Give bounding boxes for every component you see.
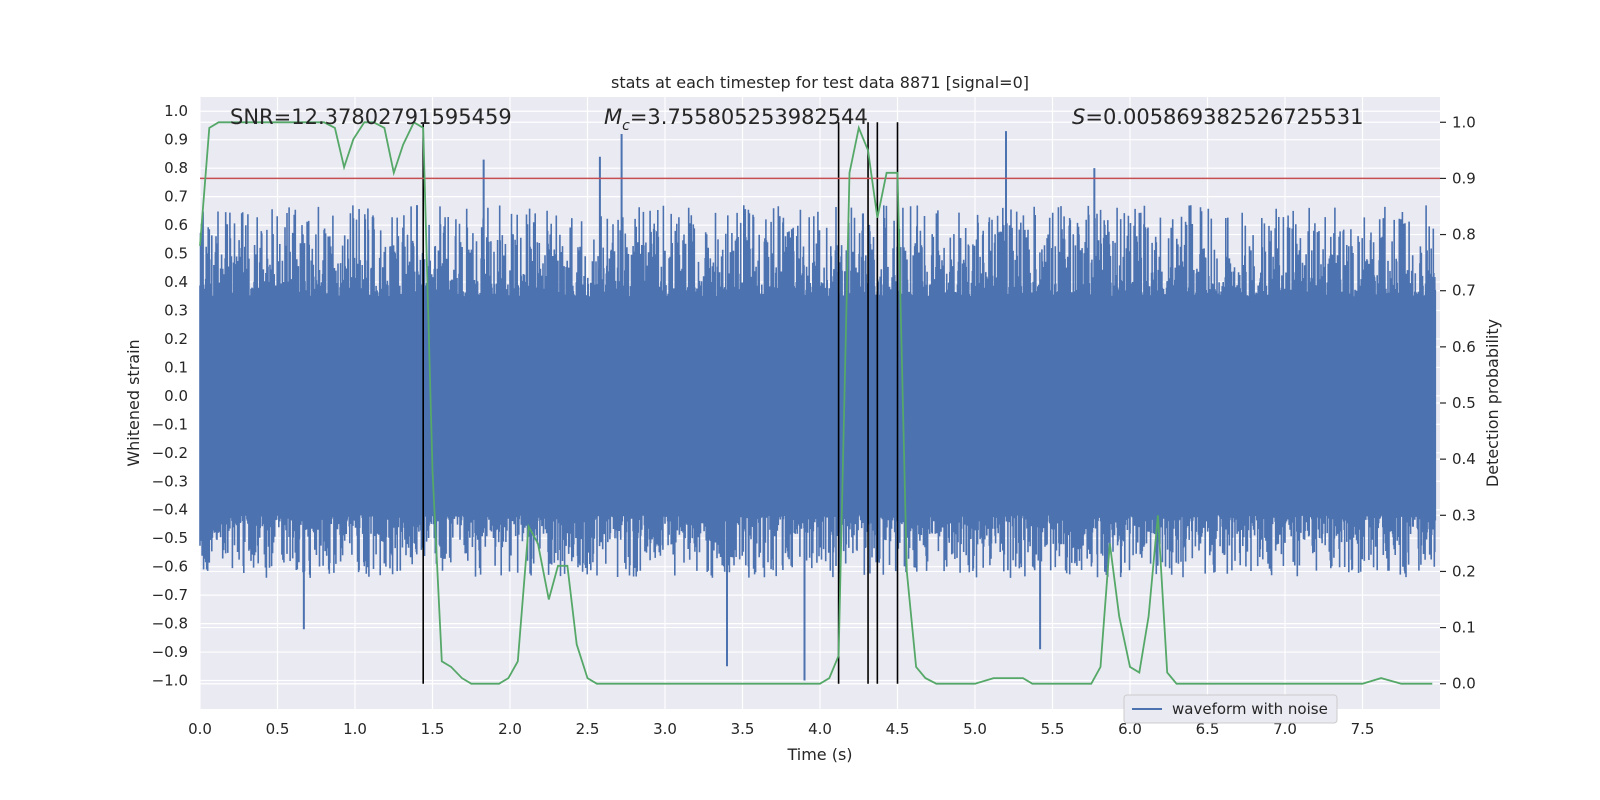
left-y-tick-label: 0.2	[164, 330, 188, 348]
left-y-tick-label: 0.9	[164, 131, 188, 149]
x-tick-label: 6.5	[1196, 720, 1220, 738]
s-symbol: S	[1072, 105, 1085, 129]
chirp-mass-subscript: c	[622, 118, 630, 134]
x-tick-label: 0.5	[266, 720, 290, 738]
left-y-tick-label: −0.8	[152, 615, 188, 633]
right-y-tick-label: 0.6	[1452, 338, 1476, 356]
left-y-tick-label: 1.0	[164, 102, 188, 120]
x-tick-label: 2.0	[498, 720, 522, 738]
x-tick-label: 3.0	[653, 720, 677, 738]
legend-label-waveform: waveform with noise	[1172, 700, 1328, 718]
s-value: =0.005869382526725531	[1085, 105, 1363, 129]
x-tick-label: 6.0	[1118, 720, 1142, 738]
right-y-tick-label: 0.8	[1452, 226, 1476, 244]
right-y-tick-label: 0.1	[1452, 619, 1476, 637]
waveform-dense-band	[200, 301, 1436, 516]
x-tick-label: 5.0	[963, 720, 987, 738]
x-tick-label: 5.5	[1041, 720, 1065, 738]
left-y-tick-label: −0.2	[152, 444, 188, 462]
right-y-tick-label: 0.0	[1452, 675, 1476, 693]
chirp-mass-annotation: Mc=3.755805253982544	[604, 105, 868, 134]
x-tick-label: 1.5	[421, 720, 445, 738]
chart-title: stats at each timestep for test data 887…	[611, 73, 1029, 92]
left-y-tick-label: 0.7	[164, 188, 188, 206]
right-y-tick-label: 0.7	[1452, 282, 1476, 300]
left-y-tick-label: 0.0	[164, 387, 188, 405]
legend: waveform with noise	[1123, 694, 1338, 724]
waveform-series	[199, 131, 1437, 681]
left-y-tick-label: −0.7	[152, 586, 188, 604]
right-y-axis-label: Detection probability	[1483, 319, 1502, 487]
left-y-tick-label: −0.9	[152, 643, 188, 661]
left-y-tick-label: 0.1	[164, 358, 188, 376]
detection-probability-line	[199, 121, 1433, 685]
left-y-tick-label: 0.4	[164, 273, 188, 291]
x-axis-ticks: 0.0 0.5 1.0 1.5 2.0 2.5 3.0 3.5 4.0 4.5 5.0 5.5 6.0 6…	[188, 720, 1374, 738]
x-tick-label: 4.5	[886, 720, 910, 738]
left-y-tick-label: −0.5	[152, 529, 188, 547]
left-y-tick-label: −0.3	[152, 472, 188, 490]
legend-box	[1123, 694, 1338, 724]
x-tick-label: 0.0	[188, 720, 212, 738]
x-tick-label: 7.5	[1351, 720, 1375, 738]
detection-probability-series	[199, 121, 1433, 685]
left-y-tick-label: 0.6	[164, 216, 188, 234]
left-y-axis-label: Whitened strain	[124, 339, 143, 466]
right-y-tick-label: 0.9	[1452, 169, 1476, 187]
left-y-tick-label: 0.8	[164, 159, 188, 177]
left-y-axis-ticks: 1.0 0.9 0.8 0.7 0.6 0.5 0.4 0.3 0.2 0.1 0.0 −0.1 −0.…	[152, 102, 188, 689]
right-y-axis-ticks: 1.0 0.9 0.8 0.7 0.6 0.5 0.4 0.3 0.2 0.1 0.0	[1440, 113, 1476, 693]
x-tick-label: 3.5	[731, 720, 755, 738]
right-y-tick-label: 1.0	[1452, 113, 1476, 131]
x-axis-label: Time (s)	[786, 745, 852, 764]
right-y-tick-label: 0.2	[1452, 562, 1476, 580]
left-y-tick-label: 0.3	[164, 301, 188, 319]
snr-annotation: SNR=12.37802791595459	[230, 105, 512, 129]
s-annotation: S=0.005869382526725531	[1072, 105, 1363, 129]
left-y-tick-label: −0.4	[152, 501, 188, 519]
right-y-tick-label: 0.5	[1452, 394, 1476, 412]
left-y-tick-label: −0.1	[152, 415, 188, 433]
right-y-tick-label: 0.3	[1452, 506, 1476, 524]
x-tick-label: 4.0	[808, 720, 832, 738]
x-tick-label: 1.0	[343, 720, 367, 738]
left-y-tick-label: −0.6	[152, 558, 188, 576]
x-tick-label: 2.5	[576, 720, 600, 738]
chirp-mass-symbol: M	[604, 105, 622, 129]
right-y-tick-label: 0.4	[1452, 450, 1476, 468]
chirp-mass-value: =3.755805253982544	[630, 105, 868, 129]
left-y-tick-label: 0.5	[164, 245, 188, 263]
left-y-tick-label: −1.0	[152, 672, 188, 690]
x-tick-label: 7.0	[1273, 720, 1297, 738]
